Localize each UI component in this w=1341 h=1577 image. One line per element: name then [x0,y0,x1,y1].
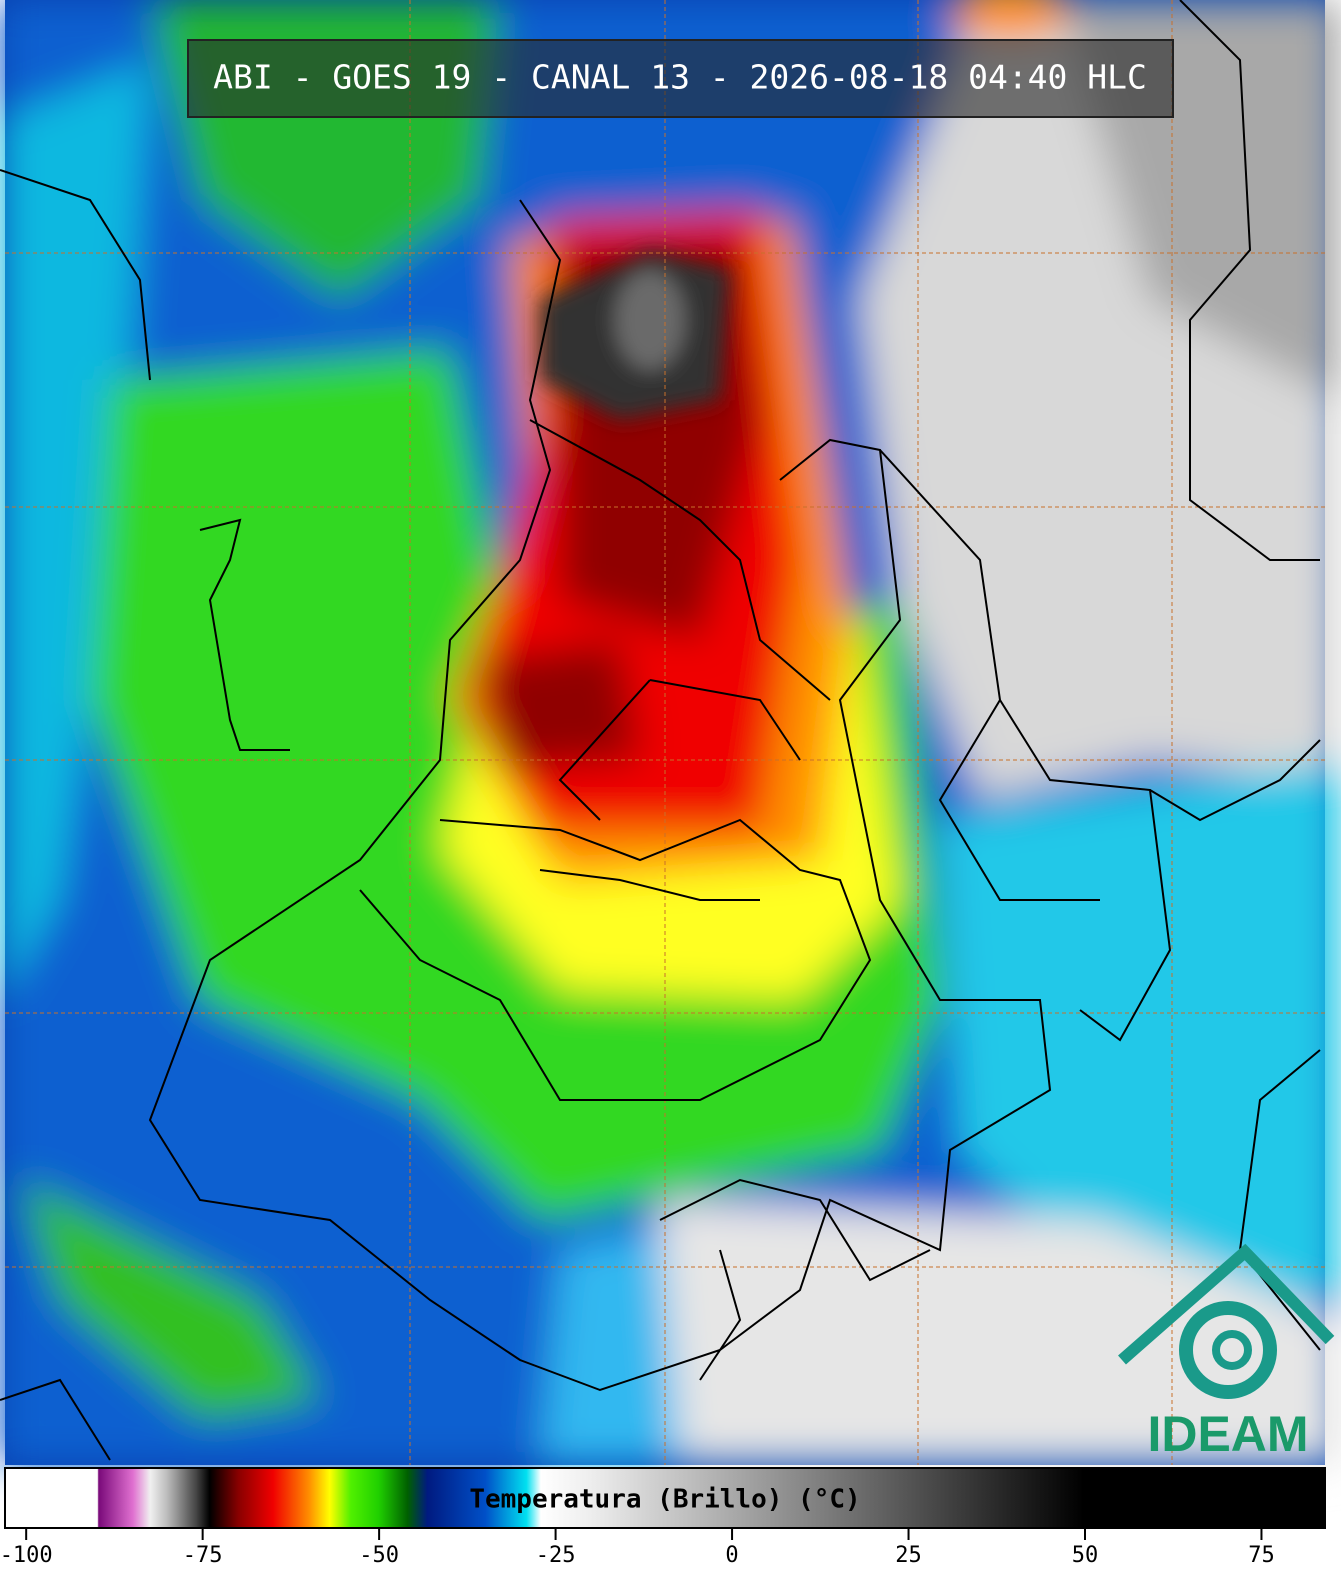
tick-label: -100 [0,1543,53,1568]
tick-label: 0 [725,1543,738,1568]
title-background [187,39,1174,118]
tick-label: 50 [1072,1543,1099,1568]
boundaries [0,0,1321,1461]
tick-label: 75 [1248,1543,1275,1568]
colorbar-label: Temperatura (Brillo) (°C) [469,1485,860,1515]
tick-label: -25 [536,1543,576,1568]
title: ABI - GOES 19 - CANAL 13 - 2026-08-18 04… [213,58,1147,97]
map-grid [5,0,1325,1465]
colorbar: Temperatura (Brillo) (°C) -100 -75 -50 -25 0… [0,1467,1326,1568]
logo-swirl [1179,1301,1277,1399]
logo-text: IDEAM [1147,1406,1308,1462]
logo-swirl-inner [1212,1330,1252,1370]
tick-label: 25 [895,1543,922,1568]
tick-label: -50 [359,1543,399,1568]
colorbar-scale [4,1467,1326,1529]
logo: IDEAM [1118,1243,1335,1462]
logo-roof [1118,1243,1335,1365]
tick-label: -75 [183,1543,223,1568]
imagery [0,0,1341,1465]
title-box: ABI - GOES 19 - CANAL 13 - 2026-08-18 04… [187,39,1174,118]
